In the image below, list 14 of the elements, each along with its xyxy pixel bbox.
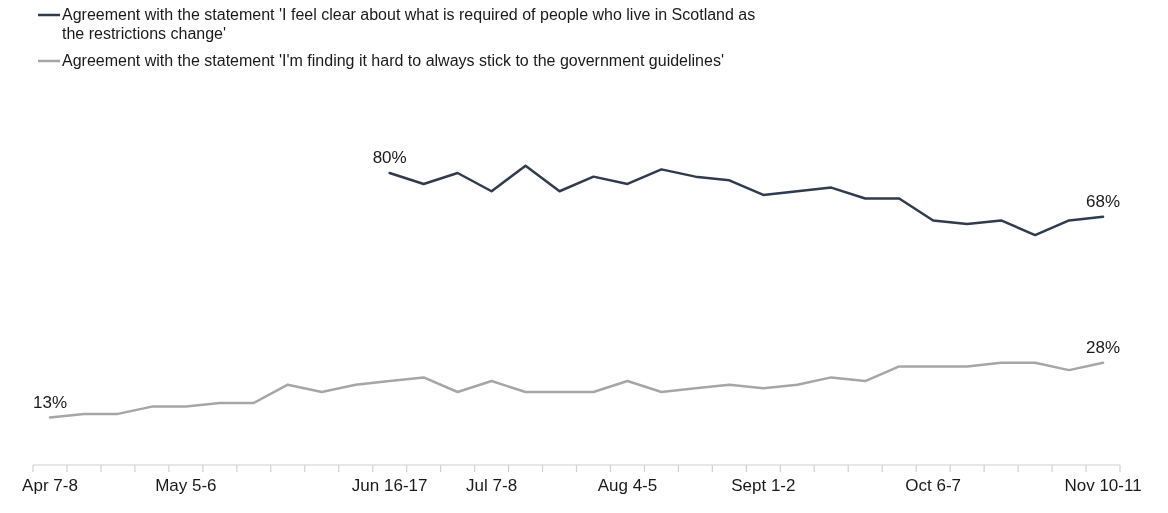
x-tick-label: Jun 16-17 (351, 476, 428, 495)
data-label: 80% (372, 148, 407, 167)
data-label: 28% (1086, 337, 1121, 357)
x-tick-label: May 5-6 (155, 476, 217, 495)
x-tick-label: Aug 4-5 (597, 476, 658, 495)
x-tick-label: Nov 10-11 (1064, 476, 1142, 495)
data-label: 13% (32, 392, 67, 412)
x-tick-label: Apr 7-8 (22, 476, 78, 495)
x-tick-label: Oct 6-7 (905, 476, 962, 495)
data-label: 68% (1086, 191, 1121, 211)
x-tick-label: Sept 1-2 (731, 476, 796, 495)
x-tick-label: Jul 7-8 (466, 476, 518, 495)
legend-label: Agreement with the statement 'I'm finding it hard to always stick to the government guidelines' (62, 52, 724, 69)
legend-label: Agreement with the statement 'I feel clear about what is required of people who live in Scotland as the restrictions change' (62, 6, 756, 42)
